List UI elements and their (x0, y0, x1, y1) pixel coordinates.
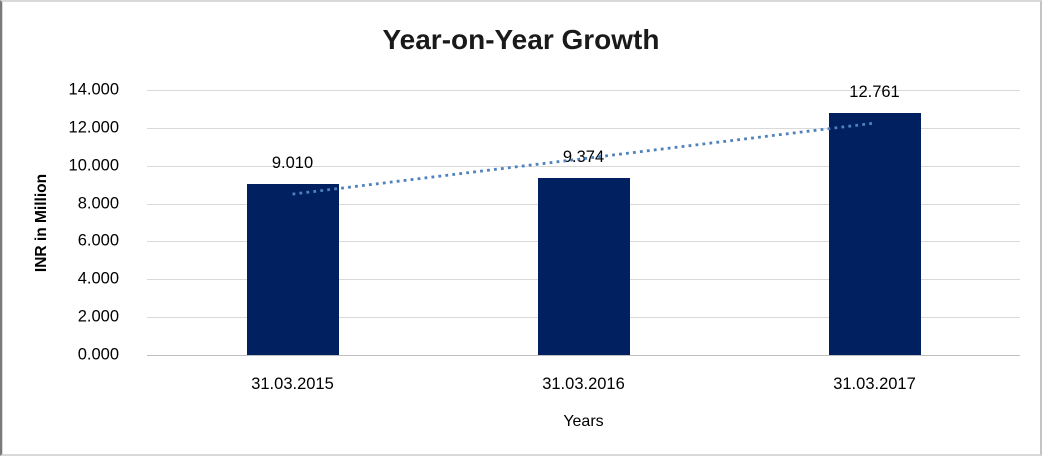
y-tick-label: 10.000 (68, 156, 119, 175)
x-tick-label-31.03.2015: 31.03.2015 (251, 375, 334, 393)
y-tick-label: 8.000 (77, 194, 119, 213)
y-axis-tick-labels: 0.000 2.000 4.000 6.000 8.000 10.000 12.000 14.… (2, 81, 133, 364)
x-axis-line (147, 355, 1020, 356)
chart-title: Year-on-Year Growth (382, 24, 660, 55)
y-tick-label: 2.000 (77, 307, 119, 326)
x-axis-title: Years (563, 413, 604, 430)
gridline (147, 90, 1020, 91)
bar-31.03.2017 (828, 113, 921, 355)
y-tick-label: 14.000 (68, 80, 119, 99)
x-tick-label-31.03.2016: 31.03.2016 (542, 375, 625, 393)
y-tick-label: 0.000 (77, 345, 119, 364)
data-label-31.03.2015: 9.010 (271, 154, 314, 173)
x-tick-label-31.03.2017: 31.03.2017 (833, 375, 916, 393)
bar-31.03.2016 (537, 177, 630, 355)
data-label-31.03.2016: 9.374 (562, 147, 605, 166)
y-tick-label: 4.000 (77, 269, 119, 288)
plot-area: 9.010 31.03.2015 9.374 31.03.2016 12.761 31.0… (147, 83, 1020, 393)
data-label-31.03.2017: 12.761 (849, 83, 900, 102)
y-axis-title: INR in Million (33, 173, 50, 273)
y-tick-label: 12.000 (68, 118, 119, 137)
bar-31.03.2015 (246, 184, 339, 355)
y-tick-label: 6.000 (77, 231, 119, 250)
